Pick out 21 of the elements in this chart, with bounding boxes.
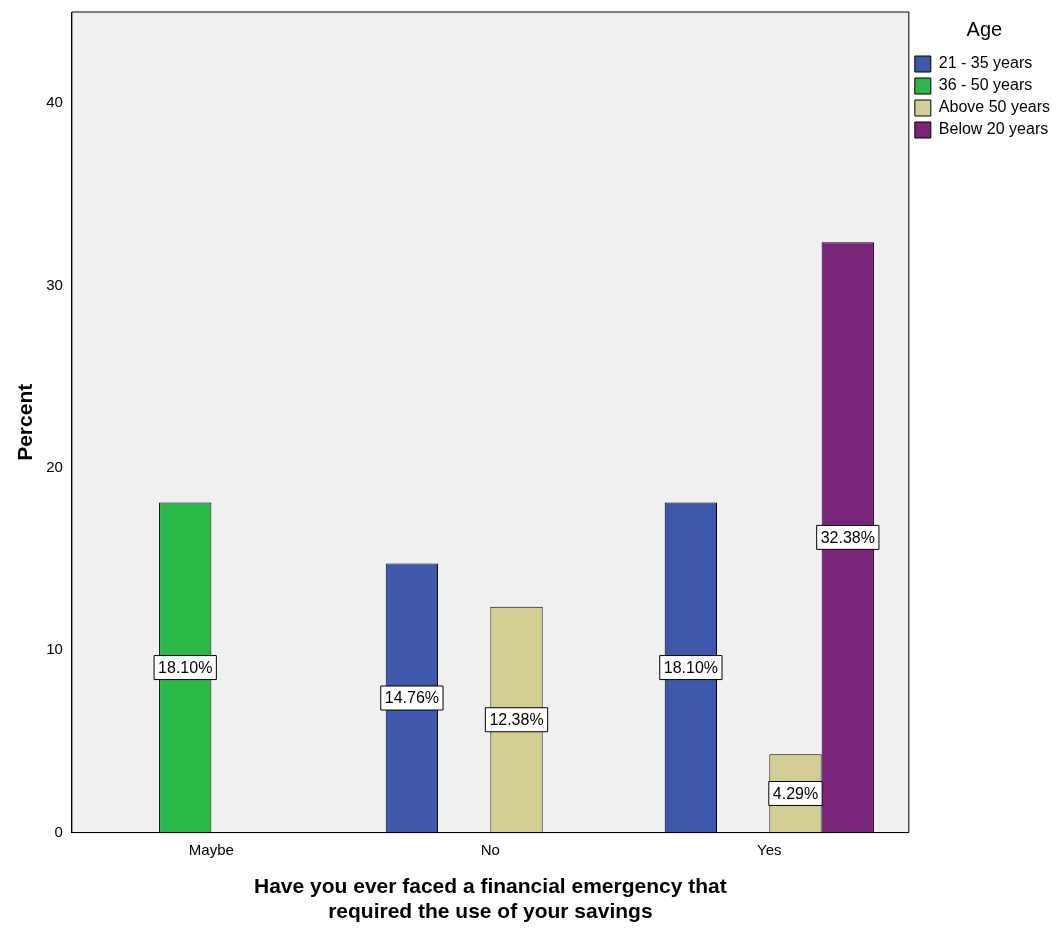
legend-label: 21 - 35 years — [938, 54, 1033, 72]
y-tick-label: 10 — [46, 640, 63, 658]
x-tick-label: Maybe — [188, 840, 234, 858]
y-tick-label: 20 — [46, 458, 63, 476]
data-label: 18.10% — [663, 658, 718, 676]
legend-label: Above 50 years — [938, 98, 1051, 116]
data-label: 12.38% — [489, 711, 544, 729]
legend-label: Below 20 years — [938, 120, 1049, 138]
legend-title: Age — [966, 17, 1003, 40]
x-tick-label: No — [480, 840, 500, 858]
x-axis-title: Have you ever faced a financial emergency that required the use of your savings — [253, 874, 727, 923]
data-label: 4.29% — [772, 784, 819, 802]
y-tick-label: 40 — [46, 93, 63, 111]
y-tick-label: 0 — [54, 822, 63, 840]
data-label: 18.10% — [158, 658, 213, 676]
x-tick-label: Yes — [757, 840, 782, 858]
data-label: 32.38% — [820, 528, 875, 546]
y-axis-title: Percent — [13, 383, 37, 461]
y-tick-label: 30 — [46, 275, 63, 293]
legend-label: 36 - 50 years — [938, 76, 1033, 94]
data-label: 14.76% — [384, 689, 440, 707]
